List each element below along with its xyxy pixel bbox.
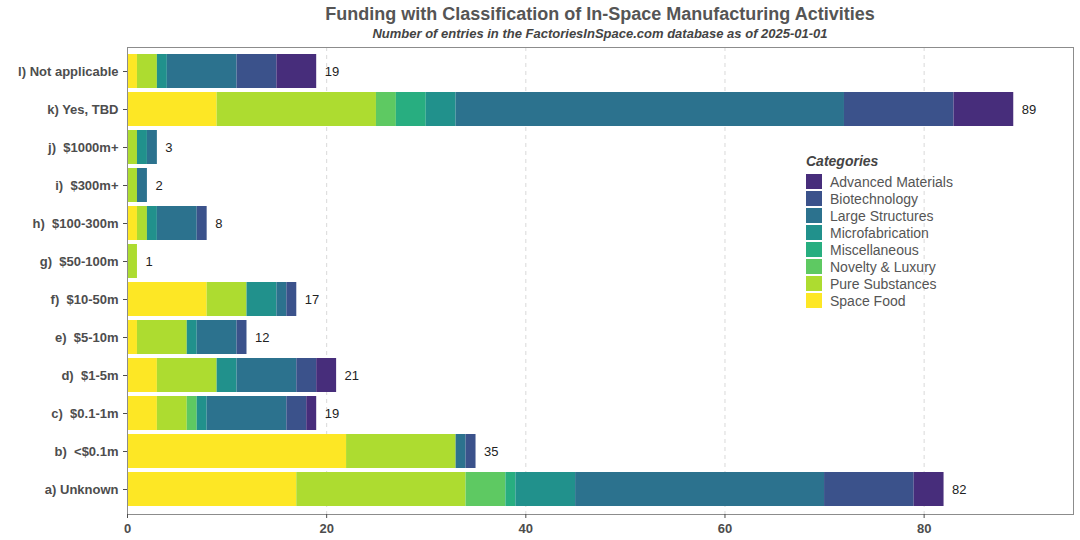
svg-text:8: 8	[215, 216, 222, 231]
svg-text:i) $300m+: i) $300m+	[55, 178, 119, 193]
html-text:Funding with Classification of: Funding with Classification of In-Space …	[325, 4, 875, 24]
svg-text:1: 1	[145, 254, 152, 269]
svg-text:19: 19	[325, 64, 339, 79]
html-text:Pure Substances: Pure Substances	[830, 275, 937, 292]
svg-text:12: 12	[255, 330, 269, 345]
html-text:Number of entries in the Facto: Number of entries in the FactoriesInSpac…	[372, 26, 828, 41]
svg-text:82: 82	[952, 482, 966, 497]
svg-text:k) Yes, TBD: k) Yes, TBD	[47, 102, 118, 117]
svg-text:20: 20	[319, 521, 333, 536]
html-text:Advanced Materials: Advanced Materials	[830, 173, 953, 190]
svg-text:60: 60	[718, 521, 732, 536]
svg-text:d) $1-5m: d) $1-5m	[61, 368, 118, 383]
svg-text:h) $100-300m: h) $100-300m	[33, 216, 119, 231]
svg-text:19: 19	[325, 406, 339, 421]
svg-text:e) $5-10m: e) $5-10m	[55, 330, 119, 345]
svg-text:l) Not applicable: l) Not applicable	[18, 64, 118, 79]
html-text:Miscellaneous: Miscellaneous	[830, 241, 919, 258]
svg-text:89: 89	[1022, 102, 1036, 117]
svg-text:3: 3	[165, 140, 172, 155]
svg-text:17: 17	[305, 292, 319, 307]
html-text:Categories: Categories	[806, 153, 879, 169]
html-text:Space Food: Space Food	[830, 292, 906, 309]
svg-text:j) $1000m+: j) $1000m+	[47, 140, 119, 155]
svg-text:2: 2	[155, 178, 162, 193]
html-text:Microfabrication: Microfabrication	[830, 224, 929, 241]
svg-text:f) $10-50m: f) $10-50m	[51, 292, 119, 307]
svg-text:40: 40	[519, 521, 533, 536]
svg-text:g) $50-100m: g) $50-100m	[40, 254, 119, 269]
svg-text:c) $0.1-1m: c) $0.1-1m	[51, 406, 118, 421]
svg-text:80: 80	[917, 521, 931, 536]
html-text:Large Structures: Large Structures	[830, 207, 934, 224]
svg-text:21: 21	[345, 368, 359, 383]
svg-text:0: 0	[124, 521, 131, 536]
svg-text:a) Unknown: a) Unknown	[45, 482, 119, 497]
svg-text:35: 35	[484, 444, 498, 459]
html-text:Biotechnology: Biotechnology	[830, 190, 918, 207]
html-text:Novelty & Luxury: Novelty & Luxury	[830, 258, 936, 275]
svg-text:b) <$0.1m: b) <$0.1m	[55, 444, 119, 459]
